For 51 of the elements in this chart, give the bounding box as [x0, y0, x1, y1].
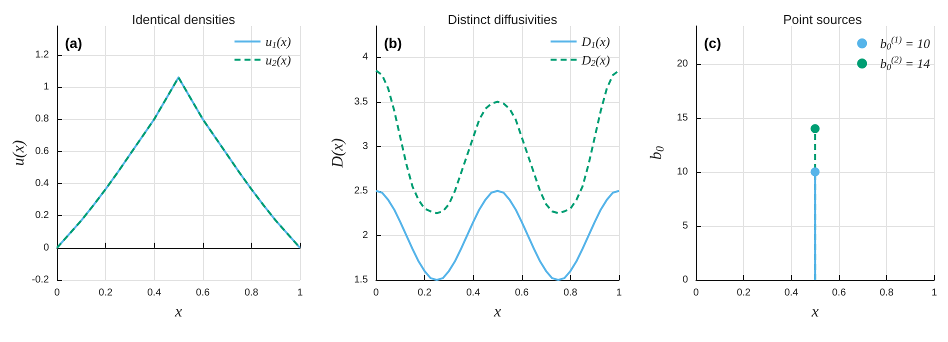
x-tick-label: 1	[616, 288, 622, 298]
y-tick-label: 0	[43, 242, 50, 254]
x-tick-label: 0.4	[147, 288, 162, 298]
y-axis-title: u(x)	[10, 140, 28, 166]
x-tick-label: 0	[54, 288, 60, 298]
x-tick-label: 0.8	[244, 288, 259, 298]
annotation: (c)	[704, 35, 722, 51]
y-tick-label: 1	[43, 82, 50, 93]
y-tick-label: 3.5	[354, 96, 368, 108]
x-tick-label: 0	[693, 288, 700, 298]
line-series	[56, 76, 301, 249]
y-tick-label: 0	[682, 274, 688, 286]
x-tick-label: 0.2	[418, 288, 432, 298]
y-tick-label: 4	[362, 52, 368, 63]
y-axis-title: D(x)	[330, 138, 346, 169]
x-tick-label: 0.4	[784, 288, 799, 298]
line-series	[375, 70, 620, 214]
x-tick-label: 0	[373, 288, 380, 298]
y-tick-label: 2	[362, 230, 368, 241]
x-tick-label: 0.8	[563, 288, 578, 298]
x-tick-label: 1	[931, 288, 938, 298]
x-tick-label: 0.2	[98, 288, 113, 298]
y-tick-label: -0.2	[32, 274, 50, 286]
x-tick-label: 0.4	[466, 288, 481, 298]
x-tick-label: 0.8	[880, 288, 894, 298]
y-tick-label: 15	[676, 112, 688, 124]
y-tick-label: 3	[362, 140, 368, 152]
annotation: (b)	[384, 35, 402, 51]
annotation: (a)	[65, 35, 82, 51]
x-tick-label: 0.2	[736, 288, 752, 298]
y-tick-label: 0.2	[35, 210, 50, 222]
y-tick-label: 0.8	[35, 114, 50, 125]
y-tick-label: 0.6	[35, 146, 50, 157]
chart-title: Point sources	[783, 12, 862, 27]
x-axis-title: x	[174, 304, 182, 320]
y-tick-label: 20	[676, 58, 688, 70]
chart-title: Identical densities	[132, 12, 236, 27]
y-tick-label: 0.4	[35, 178, 50, 190]
y-tick-label: 1.2	[35, 49, 50, 60]
y-tick-label: 1.5	[354, 274, 368, 286]
y-tick-label: 5	[682, 220, 688, 232]
x-tick-label: 0.6	[514, 288, 530, 298]
chart-title: Distinct diffusivities	[448, 12, 558, 27]
x-axis-title: x	[492, 304, 502, 320]
x-tick-label: 0.6	[832, 288, 846, 298]
y-tick-label: 10	[676, 166, 688, 178]
y-tick-label: 2.5	[354, 185, 368, 196]
x-axis-title: x	[810, 304, 819, 320]
x-tick-label: 0.6	[196, 288, 210, 298]
x-tick-label: 1	[297, 288, 304, 298]
y-axis-title: b0	[648, 146, 666, 160]
